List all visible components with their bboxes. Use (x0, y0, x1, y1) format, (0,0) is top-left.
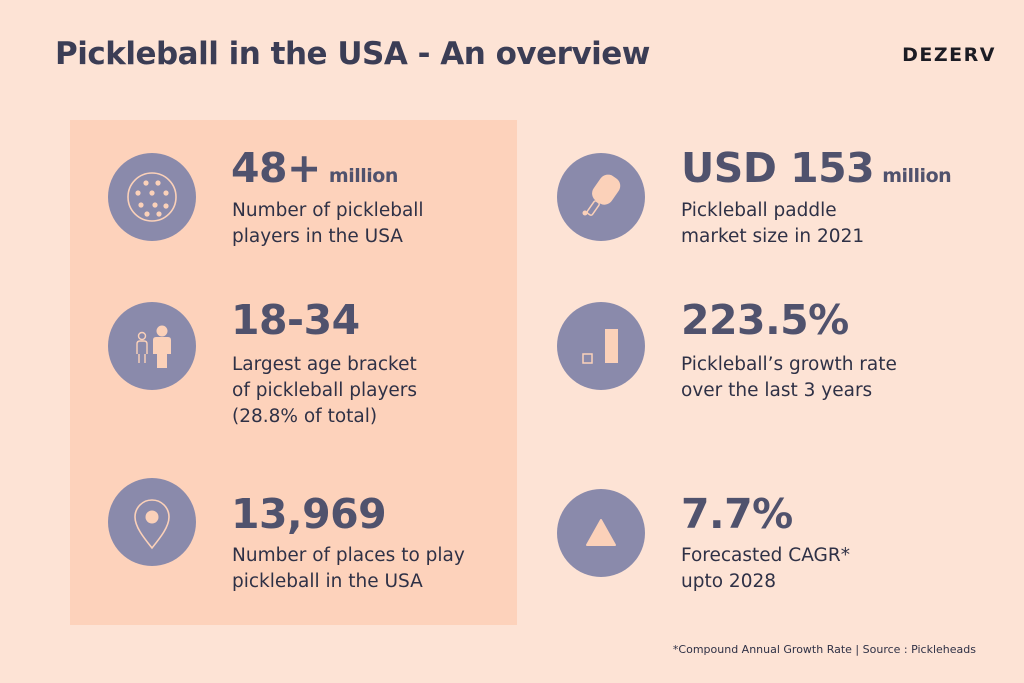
stat-description: Number of places to play pickleball in t… (232, 545, 465, 592)
stat-value: 7.7% (681, 490, 793, 538)
stat-description: Number of pickleball players in the USA (232, 200, 424, 247)
pickleball-icon (108, 153, 196, 241)
page-title: Pickleball in the USA - An overview (55, 36, 650, 72)
stat-description: Forecasted CAGR* upto 2028 (681, 545, 850, 592)
footnote: *Compound Annual Growth Rate | Source : … (672, 643, 976, 656)
stat-description: Pickleball’s growth rate over the last 3… (681, 354, 897, 401)
stat-value: USD 153 million (681, 144, 952, 192)
people-icon (108, 302, 196, 390)
stat-description: Pickleball paddle market size in 2021 (681, 200, 865, 247)
triangle-up-icon (557, 489, 645, 577)
brand-logo: DEZERV (902, 44, 996, 66)
stat-value: 18-34 (231, 296, 360, 344)
stat-value: 48+ million (231, 144, 398, 192)
stat-unit: million (328, 165, 398, 187)
stat-description: Largest age bracket of pickleball player… (232, 354, 418, 427)
stat-value: 13,969 (231, 490, 387, 538)
location-pin-icon (108, 478, 196, 566)
stat-value: 223.5% (681, 296, 849, 344)
stat-unit: million (882, 165, 952, 187)
paddle-icon (557, 153, 645, 241)
growth-bars-icon (557, 302, 645, 390)
